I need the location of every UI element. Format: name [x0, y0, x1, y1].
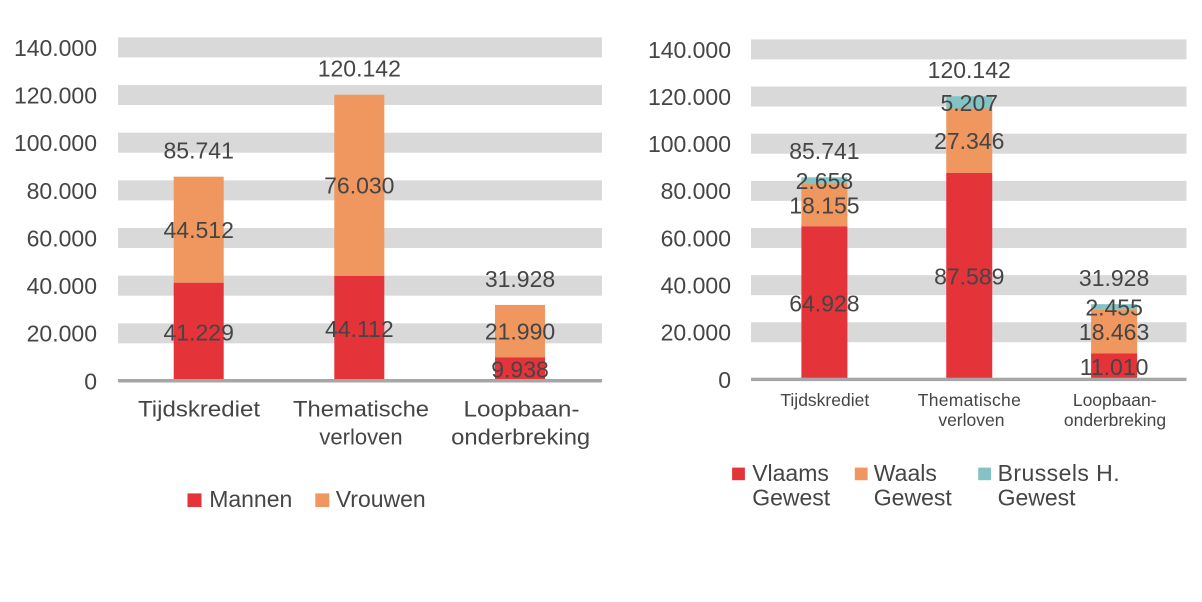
svg-text:9.938: 9.938 — [491, 357, 549, 383]
svg-text:31.928: 31.928 — [485, 266, 555, 292]
svg-text:18.463: 18.463 — [1079, 319, 1149, 345]
svg-text:Vlaams: Vlaams — [752, 460, 829, 486]
svg-text:44.512: 44.512 — [164, 217, 234, 243]
svg-text:31.928: 31.928 — [1079, 265, 1149, 291]
svg-text:100.000: 100.000 — [14, 130, 97, 156]
svg-text:5.207: 5.207 — [940, 90, 998, 116]
svg-text:21.990: 21.990 — [485, 319, 555, 345]
svg-text:18.155: 18.155 — [789, 192, 859, 218]
svg-text:11.010: 11.010 — [1080, 354, 1149, 380]
svg-text:0: 0 — [718, 367, 731, 393]
svg-text:0: 0 — [84, 368, 97, 394]
svg-text:2.455: 2.455 — [1085, 294, 1143, 320]
svg-text:100.000: 100.000 — [648, 131, 731, 157]
svg-text:44.112: 44.112 — [325, 316, 394, 342]
svg-text:Tijdskrediet: Tijdskrediet — [780, 390, 869, 410]
svg-text:Thematische: Thematische — [293, 396, 429, 421]
svg-text:85.741: 85.741 — [164, 138, 234, 164]
svg-text:87.589: 87.589 — [934, 264, 1004, 290]
svg-text:40.000: 40.000 — [27, 273, 97, 299]
svg-text:verloven: verloven — [319, 424, 402, 449]
svg-text:20.000: 20.000 — [661, 320, 731, 346]
svg-text:Brussels H.: Brussels H. — [998, 460, 1120, 486]
svg-text:85.741: 85.741 — [789, 138, 859, 164]
svg-text:80.000: 80.000 — [661, 178, 731, 204]
svg-text:onderbreking: onderbreking — [1064, 410, 1166, 430]
svg-text:Gewest: Gewest — [998, 485, 1077, 511]
svg-text:Mannen: Mannen — [209, 486, 292, 512]
svg-text:120.142: 120.142 — [928, 57, 1011, 83]
svg-text:Loopbaan-: Loopbaan- — [1073, 390, 1157, 410]
svg-text:verloven: verloven — [938, 410, 1004, 430]
svg-text:140.000: 140.000 — [648, 37, 731, 63]
svg-text:onderbreking: onderbreking — [451, 424, 590, 449]
svg-text:Gewest: Gewest — [752, 485, 831, 511]
svg-text:Waals: Waals — [874, 460, 937, 486]
svg-text:27.346: 27.346 — [934, 128, 1004, 154]
svg-text:120.000: 120.000 — [14, 82, 97, 108]
svg-text:80.000: 80.000 — [27, 178, 97, 204]
svg-text:Tijdskrediet: Tijdskrediet — [138, 396, 260, 421]
svg-text:76.030: 76.030 — [324, 173, 394, 199]
svg-text:120.142: 120.142 — [318, 56, 401, 82]
svg-text:60.000: 60.000 — [27, 225, 97, 251]
svg-text:Thematische: Thematische — [918, 390, 1021, 410]
svg-text:40.000: 40.000 — [661, 273, 731, 299]
svg-text:60.000: 60.000 — [661, 225, 731, 251]
svg-text:120.000: 120.000 — [648, 84, 731, 110]
svg-text:Gewest: Gewest — [874, 485, 953, 511]
svg-text:Vrouwen: Vrouwen — [336, 486, 426, 512]
svg-text:64.928: 64.928 — [789, 290, 859, 316]
svg-text:Loopbaan-: Loopbaan- — [464, 396, 580, 421]
svg-text:20.000: 20.000 — [27, 321, 97, 347]
svg-text:2.658: 2.658 — [796, 168, 854, 194]
svg-text:140.000: 140.000 — [14, 35, 97, 61]
svg-text:41.229: 41.229 — [164, 319, 234, 345]
